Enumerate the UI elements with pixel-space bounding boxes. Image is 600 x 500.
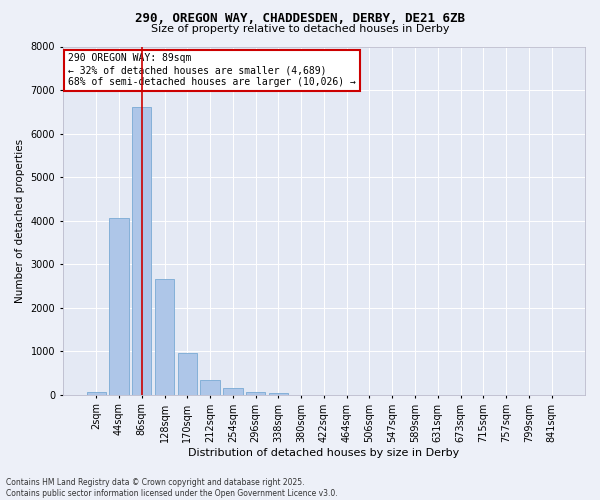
Text: 290, OREGON WAY, CHADDESDEN, DERBY, DE21 6ZB: 290, OREGON WAY, CHADDESDEN, DERBY, DE21… bbox=[135, 12, 465, 26]
Bar bbox=[223, 388, 242, 395]
Bar bbox=[132, 106, 151, 395]
Bar bbox=[109, 218, 128, 395]
Bar bbox=[155, 280, 174, 395]
Bar bbox=[246, 392, 265, 395]
Bar bbox=[269, 392, 288, 395]
Text: 290 OREGON WAY: 89sqm
← 32% of detached houses are smaller (4,689)
68% of semi-d: 290 OREGON WAY: 89sqm ← 32% of detached … bbox=[68, 54, 356, 86]
Bar bbox=[200, 380, 220, 395]
Y-axis label: Number of detached properties: Number of detached properties bbox=[15, 138, 25, 302]
Bar bbox=[178, 352, 197, 395]
Text: Contains HM Land Registry data © Crown copyright and database right 2025.
Contai: Contains HM Land Registry data © Crown c… bbox=[6, 478, 338, 498]
Bar bbox=[86, 392, 106, 395]
Text: Size of property relative to detached houses in Derby: Size of property relative to detached ho… bbox=[151, 24, 449, 34]
X-axis label: Distribution of detached houses by size in Derby: Distribution of detached houses by size … bbox=[188, 448, 460, 458]
